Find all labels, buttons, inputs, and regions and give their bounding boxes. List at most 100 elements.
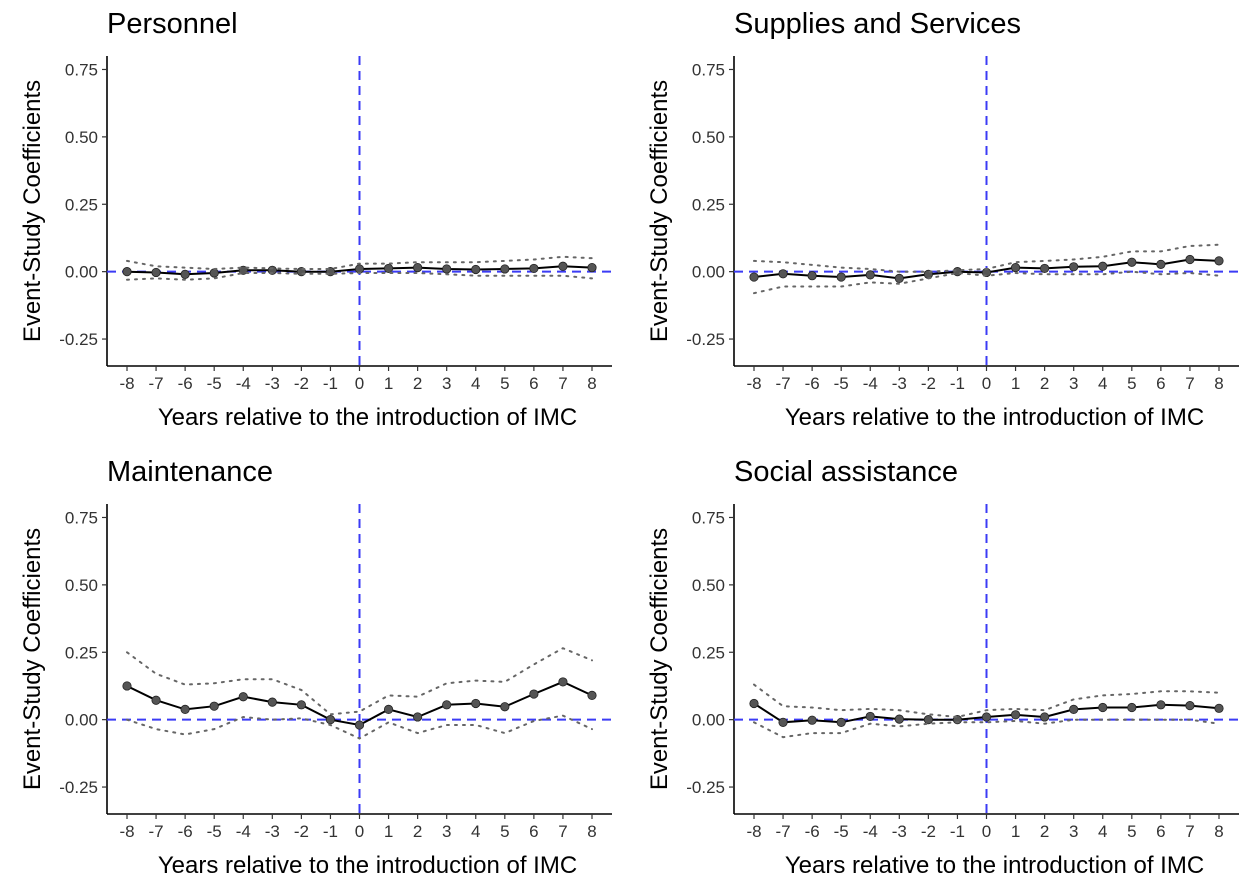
x-tick-label: -5 [834,822,849,841]
x-tick-label: -2 [921,822,936,841]
y-tick-label: -0.25 [59,330,98,349]
y-tick-label: 0.25 [692,643,725,662]
estimate-point [1010,263,1021,273]
chart-title: Personnel [107,8,238,40]
x-tick-label: -5 [207,374,222,393]
x-tick-label: 7 [1185,374,1194,393]
estimate-point [529,263,539,274]
estimate-point [471,264,481,275]
y-tick-label: 0.00 [692,263,725,282]
x-tick-label: 8 [587,822,596,841]
x-tick-label: 0 [355,822,364,841]
x-tick-label: 8 [1214,822,1223,841]
y-tick-label: 0.50 [692,576,725,595]
x-tick-label: 2 [1040,822,1049,841]
estimate-point [383,263,394,274]
estimate-point [778,717,788,727]
estimate-point [122,681,132,691]
x-tick-label: -2 [921,374,936,393]
x-tick-label: -8 [746,374,761,393]
x-tick-label: -7 [149,374,164,393]
y-tick-label: -0.25 [686,778,725,797]
x-tick-label: 4 [471,822,480,841]
x-tick-label: 5 [500,374,509,393]
x-tick-label: 3 [442,374,451,393]
x-tick-label: 8 [587,374,596,393]
x-tick-label: 3 [442,822,451,841]
estimate-point [413,712,423,722]
x-axis-label: Years relative to the introduction of IM… [785,852,1204,879]
x-tick-label: -1 [323,374,338,393]
estimate-point [558,677,568,687]
chart-svg: Social assistance 0.75 0.50 0.25 0.00 -0.25 -8… [646,456,1239,879]
x-axis-label: Years relative to the introduction of IM… [158,852,577,879]
x-tick-label: 1 [1011,374,1020,393]
panel-personnel: Personnel 0.75 0.50 0.25 0.00 -0.25 -8 -7 -6 -5 -4… [0,0,621,441]
estimate-point [180,269,190,279]
x-tick-label: -4 [863,374,878,393]
estimate-point [558,261,568,271]
upper-ci-line [126,255,593,271]
estimate-point [587,263,597,273]
estimate-point [836,272,846,282]
estimate-point [442,264,452,274]
y-tick-label: 0.75 [692,508,725,527]
estimate-point [587,690,597,700]
estimate-point [1069,262,1079,272]
x-tick-label: 0 [982,374,991,393]
y-axis-label: Event-Study Coefficients [19,80,46,342]
x-tick-label: 1 [384,374,393,393]
estimate-point [122,267,132,277]
estimate-point [354,264,365,274]
x-tick-label: 0 [355,374,364,393]
x-tick-label: 6 [529,374,538,393]
x-axis-label: Years relative to the introduction of IM… [785,404,1204,431]
lower-ci-line [126,272,593,281]
estimate-point [442,700,452,710]
x-tick-label: 1 [384,822,393,841]
estimate-point [209,268,219,278]
estimate-point [296,700,306,710]
estimate-point [1214,703,1224,713]
estimate-point [1185,254,1195,265]
estimate-point [1098,702,1108,713]
x-tick-label: -6 [805,374,820,393]
estimate-point [1156,259,1166,269]
estimate-point [1156,700,1166,710]
estimate-point [1185,701,1195,711]
x-tick-label: -4 [236,822,251,841]
x-tick-label: -1 [950,374,965,393]
x-tick-label: -5 [207,822,222,841]
y-tick-label: -0.25 [59,778,98,797]
y-tick-label: 0.50 [692,128,725,147]
x-tick-label: -8 [119,822,134,841]
estimate-point [500,264,510,274]
estimate-point [1040,712,1050,722]
x-tick-label: 6 [1156,822,1165,841]
estimate-point [180,704,190,715]
estimate-point [894,273,904,283]
y-tick-label: 0.00 [692,711,725,730]
estimate-point [1214,256,1224,266]
x-tick-label: 7 [558,822,567,841]
x-tick-label: 2 [413,822,422,841]
upper-ci-line [753,683,1220,719]
chart-svg: Personnel 0.75 0.50 0.25 0.00 -0.25 -8 -7 -6 -5 -4… [19,8,612,431]
upper-ci-line [126,647,593,716]
estimate-point [894,714,904,724]
x-tick-label: 3 [1069,374,1078,393]
chart-svg: Supplies and Services 0.75 0.50 0.25 0.00 -0.… [646,8,1239,431]
estimate-point [151,695,161,705]
x-tick-label: 6 [529,822,538,841]
estimate-point [952,267,963,277]
x-tick-label: 4 [471,374,480,393]
y-axis-label: Event-Study Coefficients [19,528,46,790]
estimate-point [749,698,759,709]
estimate-point [413,263,423,273]
x-tick-label: -4 [236,374,251,393]
x-tick-label: 3 [1069,822,1078,841]
estimate-point [807,271,817,281]
estimate-point [471,698,481,709]
y-tick-label: 0.50 [65,128,98,147]
estimate-point [383,704,394,715]
